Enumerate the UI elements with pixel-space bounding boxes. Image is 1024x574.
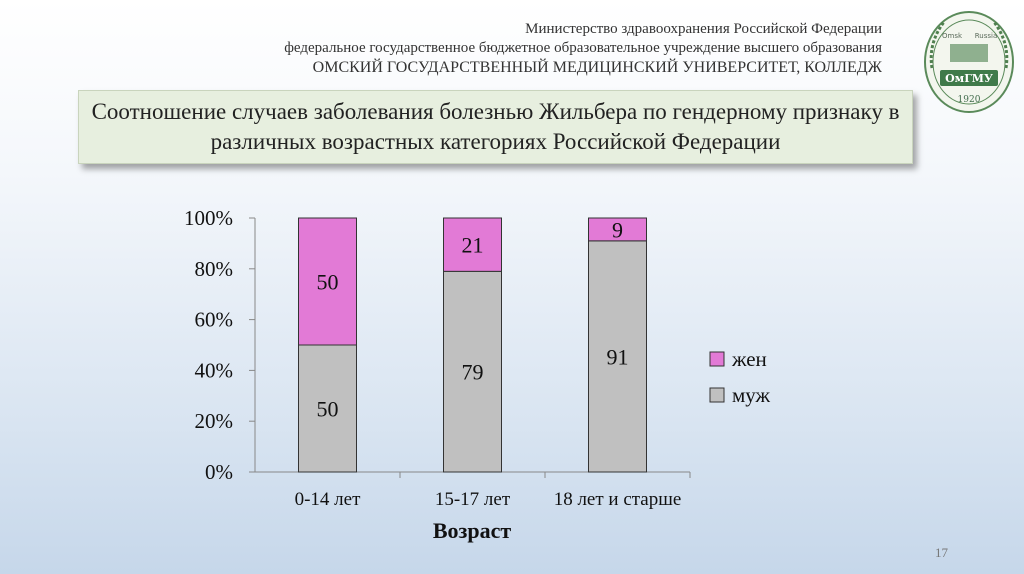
bar-segment: [443, 217, 502, 272]
bar-segment: [588, 240, 647, 473]
y-tick-label: 80%: [195, 257, 234, 281]
logo-text-russia: Russia: [975, 32, 998, 40]
ministry-text: Министерство здравоохранения Российской …: [525, 21, 882, 37]
university-logo: Omsk Russia ОмГМУ 1920: [924, 11, 1014, 113]
bar-segment: [298, 344, 357, 473]
slide-title-box: Соотношение случаев заболевания болезнью…: [78, 90, 913, 164]
data-label: 21: [462, 233, 484, 258]
data-label: 50: [317, 270, 339, 295]
x-tick-label: 0-14 лет: [295, 489, 361, 510]
x-tick-label: 15-17 лет: [435, 489, 511, 510]
bar-segment: [588, 217, 647, 242]
legend-swatch: [709, 351, 725, 367]
header: Министерство здравоохранения Российской …: [284, 20, 882, 77]
data-label: 50: [317, 397, 339, 422]
page-number: 17: [935, 545, 948, 560]
x-axis-title: Возраст: [433, 518, 512, 543]
logo-year: 1920: [958, 95, 981, 105]
legend-label: жен: [731, 347, 767, 371]
stacked-bar-chart: 0% 20% 40% 60% 80% 100% 50 50 0-14 лет 79 21 15-17 …: [184, 206, 771, 543]
y-tick-label: 100%: [184, 206, 233, 230]
data-label: 91: [607, 344, 629, 369]
y-tick-label: 60%: [195, 308, 234, 332]
university-name: ОМСКИЙ ГОСУДАРСТВЕННЫЙ МЕДИЦИНСКИЙ УНИВЕ…: [312, 59, 882, 76]
institution-text: федеральное государственное бюджетное об…: [284, 40, 882, 56]
y-tick-label: 20%: [195, 409, 234, 433]
logo-name: ОмГМУ: [945, 72, 993, 85]
legend-label: муж: [732, 383, 771, 407]
bar-segment: [443, 270, 502, 473]
logo-text-omsk: Omsk: [942, 32, 963, 40]
x-tick-label: 18 лет и старше: [554, 489, 682, 510]
slide-title: Соотношение случаев заболевания болезнью…: [91, 99, 900, 154]
y-tick-label: 0%: [205, 460, 233, 484]
data-label: 79: [462, 360, 484, 385]
y-tick-label: 40%: [195, 358, 234, 382]
data-label: 9: [612, 217, 623, 242]
bar-segment: [298, 217, 357, 346]
legend-swatch: [709, 387, 725, 403]
